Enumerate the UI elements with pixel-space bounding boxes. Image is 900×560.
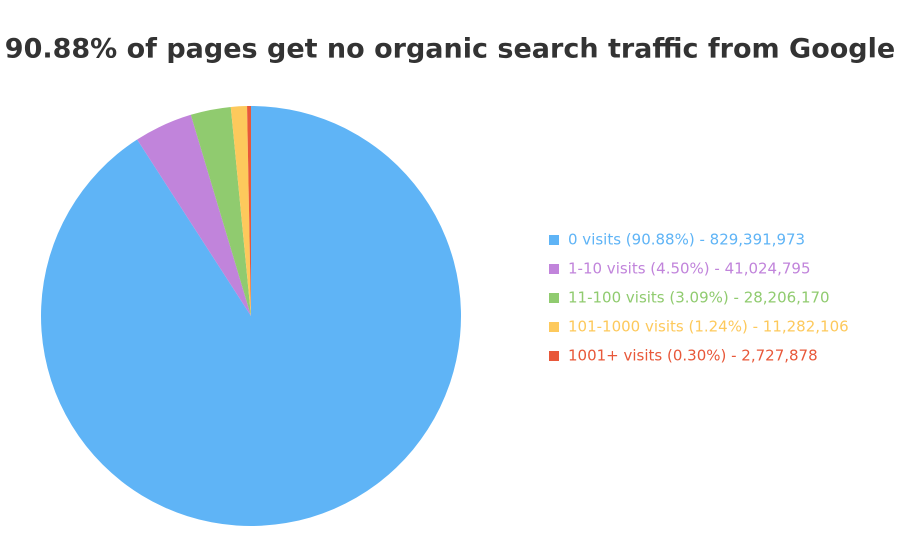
legend-swatch bbox=[549, 351, 559, 361]
legend-swatch bbox=[549, 293, 559, 303]
legend-label: 11-100 visits (3.09%) - 28,206,170 bbox=[568, 289, 830, 307]
chart-title: 90.88% of pages get no organic search tr… bbox=[5, 34, 895, 65]
pie-slice bbox=[41, 106, 462, 526]
legend-label: 1-10 visits (4.50%) - 41,024,795 bbox=[568, 260, 811, 278]
legend-label: 0 visits (90.88%) - 829,391,973 bbox=[568, 231, 805, 249]
legend-swatch bbox=[549, 322, 559, 332]
legend-swatch bbox=[549, 235, 559, 245]
legend-swatch bbox=[549, 264, 559, 274]
pie-slice bbox=[190, 106, 251, 316]
pie-slice bbox=[137, 114, 251, 316]
legend-label: 101-1000 visits (1.24%) - 11,282,106 bbox=[568, 318, 849, 336]
pie-slice bbox=[247, 106, 251, 316]
legend-label: 1001+ visits (0.30%) - 2,727,878 bbox=[568, 347, 818, 365]
pie-slice bbox=[230, 106, 251, 316]
